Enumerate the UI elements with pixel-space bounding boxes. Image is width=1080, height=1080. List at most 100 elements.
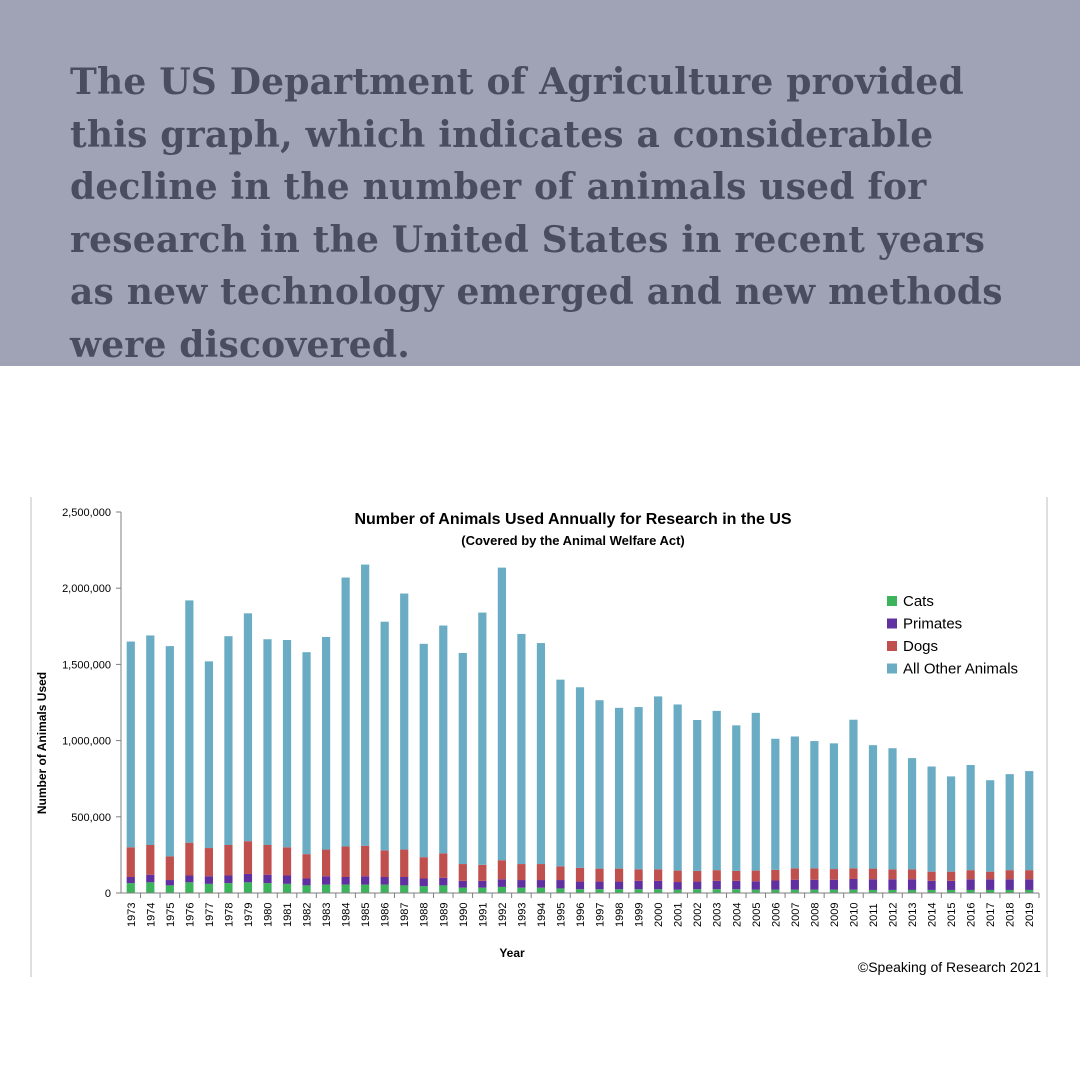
bar-dogs-1986	[380, 850, 389, 877]
bar-dogs-2018	[1005, 870, 1014, 880]
bar-all-other-animals-1973	[126, 641, 135, 848]
x-tick-label: 1992	[497, 903, 509, 927]
x-tick-label: 1993	[516, 903, 528, 927]
bar-cats-1979	[243, 882, 253, 893]
bar-all-other-animals-2008	[810, 741, 819, 869]
bar-all-other-animals-1978	[224, 636, 233, 845]
bar-dogs-1995	[556, 866, 565, 881]
bar-all-other-animals-2005	[751, 712, 760, 871]
bar-cats-1978	[224, 883, 233, 893]
bar-all-other-animals-1984	[341, 577, 350, 847]
x-tick-label: 1994	[536, 903, 548, 927]
bar-dogs-1997	[595, 868, 604, 882]
bar-all-other-animals-1997	[595, 700, 604, 869]
y-axis-label: Number of Animals Used	[35, 672, 49, 814]
legend-label: All Other Animals	[903, 661, 1018, 678]
bar-dogs-2015	[947, 871, 956, 881]
credit-text: ©Speaking of Research 2021	[858, 959, 1041, 975]
bar-cats-1980	[263, 883, 272, 893]
bar-all-other-animals-1974	[146, 635, 155, 845]
bar-all-other-animals-2013	[907, 758, 917, 870]
bar-cats-1984	[341, 884, 350, 893]
bar-primates-2005	[751, 881, 760, 890]
bar-dogs-2012	[888, 869, 897, 880]
bar-all-other-animals-1988	[419, 643, 428, 858]
x-tick-label: 1987	[399, 903, 411, 927]
bar-primates-1984	[341, 876, 350, 885]
bar-cats-1981	[282, 883, 292, 893]
bar-cats-2017	[986, 889, 995, 893]
bar-all-other-animals-2000	[654, 696, 663, 870]
bar-all-other-animals-2003	[712, 710, 721, 871]
x-tick-label: 1975	[165, 903, 177, 927]
bar-primates-1986	[380, 876, 389, 885]
bar-primates-2012	[888, 879, 897, 890]
bar-primates-1993	[517, 880, 526, 888]
bar-cats-1975	[165, 885, 174, 893]
x-tick-label: 1999	[634, 903, 646, 927]
x-tick-label: 2014	[927, 903, 939, 927]
x-tick-label: 2007	[790, 903, 802, 927]
bar-dogs-2019	[1025, 870, 1034, 880]
bar-cats-1995	[556, 888, 565, 893]
x-tick-label: 1996	[575, 903, 587, 927]
bar-dogs-1980	[263, 844, 272, 875]
bar-cats-2019	[1025, 889, 1034, 893]
bar-dogs-2006	[771, 869, 780, 881]
bar-all-other-animals-1993	[517, 633, 526, 865]
bar-primates-1995	[556, 880, 565, 889]
bar-all-other-animals-1976	[185, 600, 194, 843]
bar-primates-2018	[1005, 879, 1014, 890]
x-tick-label: 2011	[868, 903, 880, 927]
bar-primates-1998	[614, 881, 624, 890]
bar-primates-2002	[693, 881, 702, 890]
x-tick-label: 1979	[243, 903, 255, 927]
bar-all-other-animals-1999	[634, 707, 643, 870]
bar-all-other-animals-1977	[204, 661, 213, 849]
bar-primates-1996	[575, 881, 585, 890]
bar-cats-1977	[204, 883, 213, 893]
legend-swatch-cats	[887, 596, 897, 606]
x-tick-label: 1997	[595, 903, 607, 927]
bar-dogs-1991	[478, 864, 487, 881]
x-tick-label: 2012	[888, 903, 900, 927]
bar-dogs-1982	[302, 854, 311, 879]
bar-all-other-animals-2010	[849, 719, 858, 869]
bar-dogs-2016	[966, 870, 975, 880]
bar-dogs-1994	[536, 864, 546, 881]
bar-primates-2010	[849, 878, 858, 890]
bar-cats-2012	[888, 889, 897, 893]
x-tick-label: 2002	[692, 903, 704, 927]
bar-dogs-1999	[634, 869, 643, 881]
bar-dogs-1988	[419, 857, 428, 879]
bar-dogs-2007	[790, 868, 799, 880]
legend: Cats Primates Dogs All Other Animals	[887, 593, 1018, 678]
bar-cats-2013	[907, 889, 917, 893]
bar-cats-2008	[810, 889, 819, 893]
x-tick-label: 2013	[907, 903, 919, 927]
bar-dogs-1976	[185, 842, 194, 876]
bar-primates-1976	[185, 875, 194, 883]
bar-cats-2006	[771, 889, 780, 893]
bar-primates-2017	[986, 879, 995, 890]
bar-cats-1982	[302, 885, 311, 893]
x-tick-label: 1980	[262, 903, 274, 927]
bar-cats-1991	[478, 887, 487, 893]
bar-dogs-1983	[321, 849, 331, 877]
bar-primates-1981	[282, 875, 292, 884]
bar-primates-1977	[204, 876, 213, 884]
x-tick-label: 1983	[321, 903, 333, 927]
bar-all-other-animals-1989	[439, 625, 448, 854]
bar-dogs-1992	[497, 860, 506, 880]
y-tick-label: 0	[105, 888, 111, 900]
bar-primates-2015	[947, 880, 956, 890]
bar-cats-1994	[536, 887, 546, 893]
bar-dogs-1987	[400, 849, 409, 877]
bar-cats-1987	[400, 885, 409, 893]
bar-all-other-animals-1998	[614, 707, 624, 869]
x-axis-label: Year	[499, 946, 525, 960]
bar-all-other-animals-1992	[497, 567, 506, 861]
bar-primates-2004	[732, 880, 741, 890]
bar-cats-2004	[732, 889, 741, 893]
bar-primates-1994	[536, 880, 546, 888]
